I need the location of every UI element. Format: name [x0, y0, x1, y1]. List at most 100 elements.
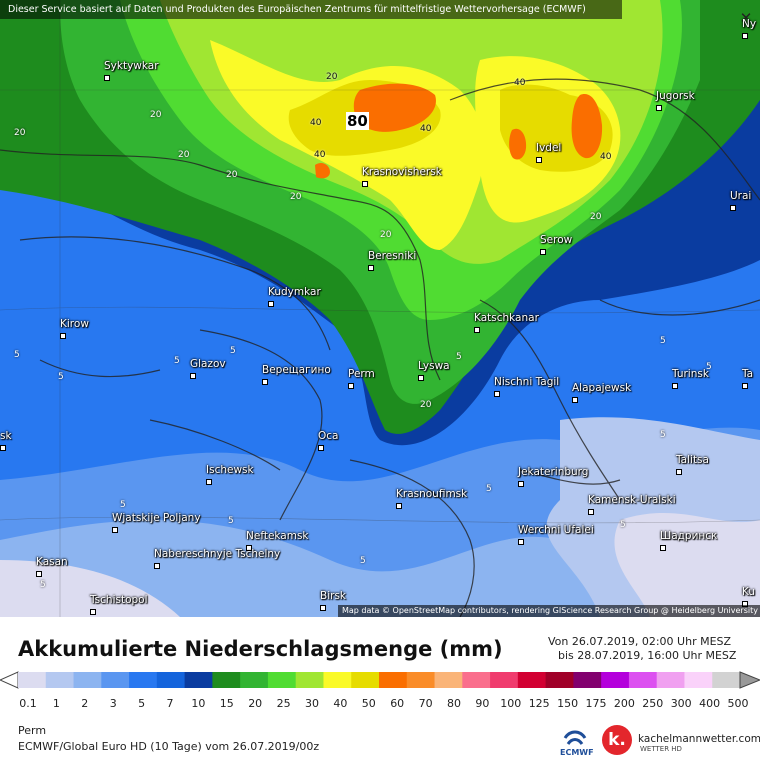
city-label: Kamensk-Uralski	[588, 494, 676, 518]
city-name: Katschkanar	[474, 312, 539, 324]
city-dot-icon	[518, 539, 524, 545]
city-label: Lyswa	[418, 360, 450, 384]
city-dot-icon	[348, 383, 354, 389]
city-dot-icon	[518, 481, 524, 487]
city-label: Nischni Tagil	[494, 376, 559, 400]
city-dot-icon	[396, 503, 402, 509]
scale-swatch	[490, 672, 519, 688]
scale-tick-label: 15	[219, 697, 234, 710]
city-label: Jugorsk	[656, 90, 695, 114]
city-dot-icon	[154, 563, 160, 569]
scale-tick-label: 150	[557, 697, 579, 710]
isoline-label: 5	[58, 372, 64, 382]
isoline-label: 5	[230, 346, 236, 356]
city-name: Kasan	[36, 556, 68, 568]
isoline-label: 5	[620, 520, 626, 530]
city-dot-icon	[112, 527, 118, 533]
city-label: Neftekamsk	[246, 530, 309, 554]
isoline-label: 5	[120, 500, 126, 510]
scale-tick-label: 125	[528, 697, 550, 710]
scale-swatch	[656, 672, 685, 688]
city-name: Alapajewsk	[572, 382, 632, 394]
city-name: Syktywkar	[104, 60, 159, 72]
city-label: Glazov	[190, 358, 226, 382]
city-name: Werchni Ufalei	[518, 524, 594, 536]
city-label: Ny	[742, 18, 756, 42]
isoline-label: 20	[290, 192, 302, 202]
scale-tick-label: 20	[248, 697, 263, 710]
color-scale	[0, 671, 760, 689]
city-dot-icon	[742, 33, 748, 39]
scale-tick-label: 300	[670, 697, 692, 710]
scale-tick-label: 2	[81, 697, 89, 710]
scale-tick-label: 500	[727, 697, 749, 710]
scale-right-arrow-icon	[739, 671, 760, 689]
city-name: Neftekamsk	[246, 530, 309, 542]
city-label: Urai	[730, 190, 751, 214]
scale-swatch	[129, 672, 158, 688]
city-dot-icon	[588, 509, 594, 515]
city-dot-icon	[536, 157, 542, 163]
city-label: sk	[0, 430, 12, 454]
scale-swatch	[73, 672, 102, 688]
city-dot-icon	[90, 609, 96, 615]
scale-swatch	[184, 672, 213, 688]
city-dot-icon	[540, 249, 546, 255]
scale-tick-label: 175	[585, 697, 607, 710]
city-label: Nabereschnyje Tschelny	[154, 548, 280, 572]
city-dot-icon	[572, 397, 578, 403]
city-name: Kirow	[60, 318, 89, 330]
city-label: Tschistopol	[90, 594, 148, 617]
scale-tick-label: 100	[500, 697, 522, 710]
scale-tick-label: 400	[699, 697, 721, 710]
scale-swatch	[18, 672, 47, 688]
scale-tick-label: 70	[418, 697, 433, 710]
city-dot-icon	[494, 391, 500, 397]
city-dot-icon	[320, 605, 326, 611]
city-dot-icon	[60, 333, 66, 339]
scale-swatch	[462, 672, 491, 688]
ecmwf-logo-text: ECMWF	[560, 748, 594, 757]
isoline-label: 20	[14, 128, 26, 138]
city-name: Шадринск	[660, 530, 718, 542]
city-dot-icon	[104, 75, 110, 81]
period-to: bis 28.07.2019, 16:00 Uhr MESZ	[558, 649, 737, 662]
isoline-label: 40	[514, 78, 526, 88]
scale-swatch	[434, 672, 463, 688]
city-name: Birsk	[320, 590, 346, 602]
isoline-label: 40	[310, 118, 322, 128]
scale-tick-label: 50	[361, 697, 376, 710]
city-label: Kasan	[36, 556, 68, 580]
isoline-label: 5	[660, 430, 666, 440]
period-info: Von 26.07.2019, 02:00 Uhr MESZ bis 28.07…	[548, 635, 736, 663]
scale-left-arrow-icon	[0, 671, 19, 689]
scale-swatch	[712, 672, 741, 688]
city-name: Tschistopol	[90, 594, 148, 606]
city-dot-icon	[660, 545, 666, 551]
city-label: Katschkanar	[474, 312, 539, 336]
city-name: Верещагино	[262, 364, 331, 376]
city-name: Oca	[318, 430, 339, 442]
scale-tick-label: 7	[166, 697, 174, 710]
scale-swatch	[212, 672, 241, 688]
kachelmann-subtitle: WETTER HD	[640, 745, 682, 753]
city-label: Turinsk	[672, 368, 709, 392]
close-icon[interactable]: ✕	[739, 9, 753, 27]
city-name: Urai	[730, 190, 752, 202]
isoline-label: 5	[14, 350, 20, 360]
scale-swatch	[156, 672, 186, 688]
city-dot-icon	[362, 181, 368, 187]
city-name: Jugorsk	[656, 90, 695, 102]
period-from: Von 26.07.2019, 02:00 Uhr MESZ	[548, 635, 732, 648]
isoline-label: 40	[314, 150, 326, 160]
scale-swatch	[573, 672, 602, 688]
city-name: Ku	[742, 586, 756, 598]
city-name: Krasnovishersk	[362, 166, 442, 178]
scale-tick-label: 30	[305, 697, 319, 710]
city-dot-icon	[262, 379, 268, 385]
city-dot-icon	[318, 445, 324, 451]
kachelmann-name[interactable]: kachelmannwetter.com	[638, 733, 760, 745]
city-name: Ta	[742, 368, 754, 380]
city-name: Turinsk	[672, 368, 709, 380]
city-label: Birsk	[320, 590, 346, 614]
